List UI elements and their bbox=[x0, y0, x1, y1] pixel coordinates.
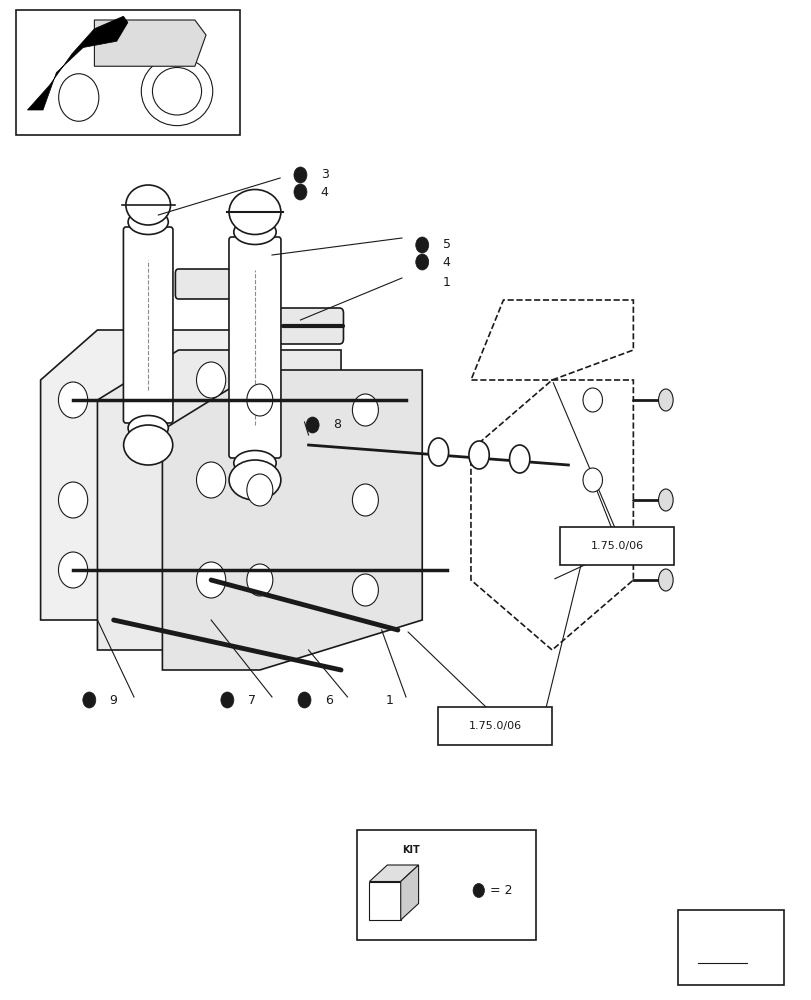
Ellipse shape bbox=[658, 389, 672, 411]
Text: 1: 1 bbox=[385, 694, 393, 706]
Circle shape bbox=[582, 538, 602, 562]
Text: KIT: KIT bbox=[401, 845, 419, 855]
Circle shape bbox=[58, 482, 88, 518]
Text: 9: 9 bbox=[109, 694, 118, 706]
Text: 1: 1 bbox=[442, 275, 450, 288]
Ellipse shape bbox=[658, 569, 672, 591]
Polygon shape bbox=[470, 380, 633, 650]
Text: 3: 3 bbox=[320, 168, 328, 182]
Circle shape bbox=[415, 237, 428, 253]
Bar bbox=[560, 527, 673, 565]
Ellipse shape bbox=[126, 185, 170, 225]
Circle shape bbox=[247, 474, 272, 506]
Circle shape bbox=[294, 184, 307, 200]
Circle shape bbox=[298, 692, 311, 708]
Ellipse shape bbox=[141, 57, 212, 126]
Ellipse shape bbox=[229, 190, 281, 234]
Bar bbox=[357, 830, 535, 940]
Polygon shape bbox=[470, 300, 633, 380]
Ellipse shape bbox=[234, 220, 276, 244]
Circle shape bbox=[196, 562, 225, 598]
Polygon shape bbox=[400, 865, 418, 920]
Ellipse shape bbox=[128, 416, 168, 440]
Ellipse shape bbox=[123, 425, 173, 465]
Bar bbox=[438, 707, 551, 745]
Bar bbox=[677, 910, 783, 985]
Bar bbox=[16, 10, 239, 135]
FancyBboxPatch shape bbox=[175, 269, 230, 299]
Polygon shape bbox=[369, 882, 400, 920]
Circle shape bbox=[352, 394, 378, 426]
FancyBboxPatch shape bbox=[278, 308, 343, 344]
Polygon shape bbox=[369, 865, 418, 882]
Text: 4: 4 bbox=[320, 186, 328, 198]
Text: 8: 8 bbox=[333, 418, 341, 432]
Circle shape bbox=[415, 254, 428, 270]
Circle shape bbox=[247, 384, 272, 416]
Text: 7: 7 bbox=[247, 694, 255, 706]
Circle shape bbox=[196, 362, 225, 398]
Text: 4: 4 bbox=[442, 255, 450, 268]
Text: 1.75.0/06: 1.75.0/06 bbox=[468, 721, 521, 731]
Polygon shape bbox=[94, 20, 206, 66]
Ellipse shape bbox=[128, 210, 168, 234]
Circle shape bbox=[582, 468, 602, 492]
Circle shape bbox=[582, 388, 602, 412]
Ellipse shape bbox=[234, 450, 276, 476]
Circle shape bbox=[247, 564, 272, 596]
Circle shape bbox=[196, 462, 225, 498]
Text: 6: 6 bbox=[324, 694, 333, 706]
Ellipse shape bbox=[152, 68, 201, 115]
Text: 5: 5 bbox=[442, 238, 450, 251]
FancyBboxPatch shape bbox=[123, 227, 173, 423]
Polygon shape bbox=[162, 370, 422, 670]
Text: 1.75.0/06: 1.75.0/06 bbox=[590, 541, 643, 551]
Circle shape bbox=[306, 417, 319, 433]
FancyBboxPatch shape bbox=[229, 237, 281, 458]
Circle shape bbox=[58, 382, 88, 418]
Ellipse shape bbox=[229, 460, 281, 500]
Ellipse shape bbox=[468, 441, 488, 469]
Ellipse shape bbox=[58, 74, 99, 121]
Ellipse shape bbox=[428, 438, 448, 466]
Text: = 2: = 2 bbox=[485, 884, 512, 897]
Circle shape bbox=[473, 884, 484, 898]
Circle shape bbox=[352, 574, 378, 606]
Polygon shape bbox=[41, 330, 276, 620]
Circle shape bbox=[352, 484, 378, 516]
Circle shape bbox=[294, 167, 307, 183]
Ellipse shape bbox=[508, 445, 529, 473]
Polygon shape bbox=[28, 16, 128, 110]
Circle shape bbox=[83, 692, 96, 708]
Ellipse shape bbox=[658, 489, 672, 511]
Polygon shape bbox=[97, 350, 341, 650]
Circle shape bbox=[221, 692, 234, 708]
Circle shape bbox=[58, 552, 88, 588]
